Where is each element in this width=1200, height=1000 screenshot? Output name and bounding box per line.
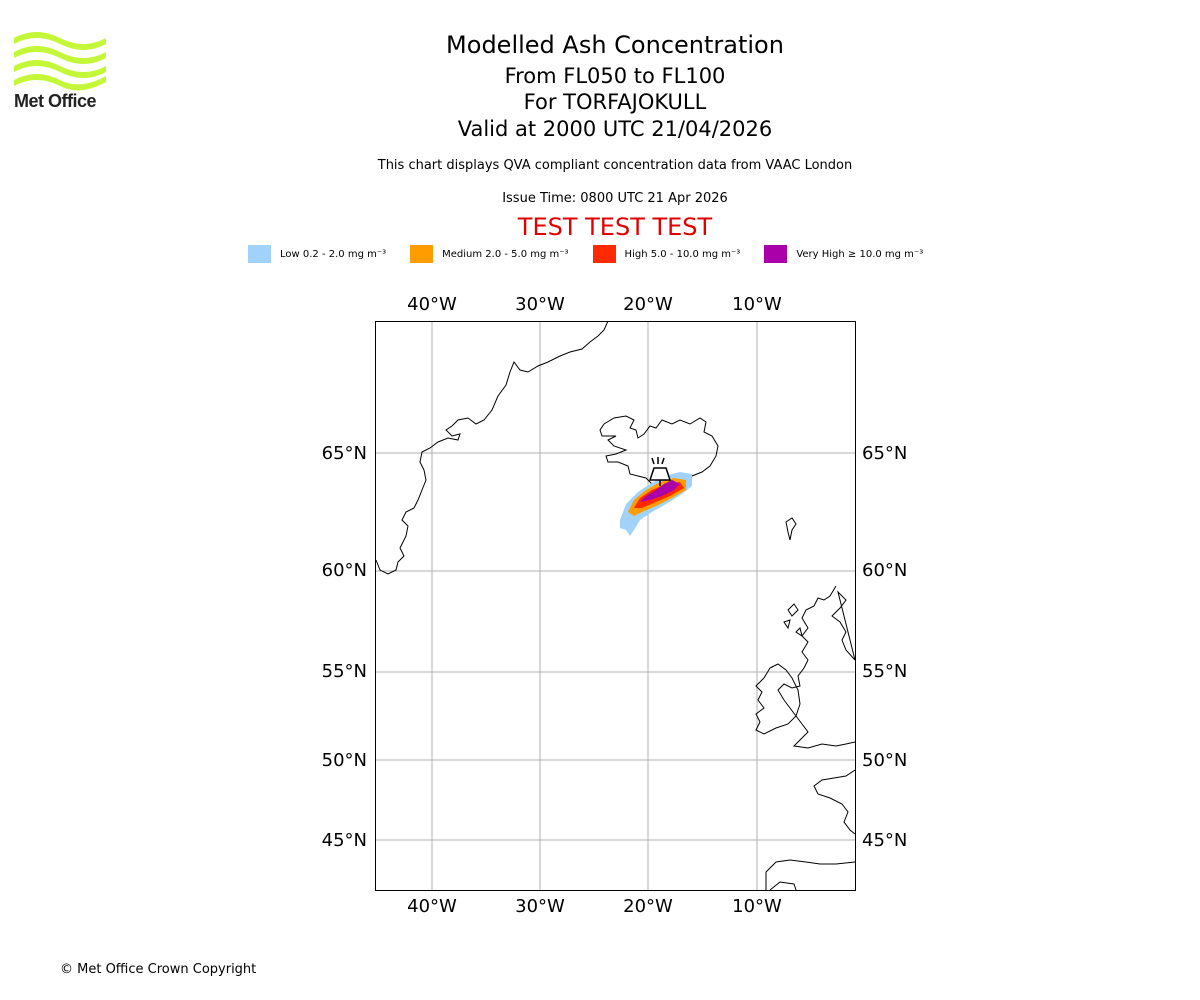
great-britain-east-coastline — [831, 590, 855, 661]
lon-tick-bottom-10w: 10°W — [732, 896, 782, 917]
ash-very-high-region — [640, 480, 680, 502]
legend-item-very-high: Very High ≥ 10.0 mg m⁻³ — [764, 245, 923, 263]
lon-tick-top-40w: 40°W — [407, 294, 457, 315]
iberia-coastline — [765, 859, 855, 890]
lat-tick-right-50n: 50°N — [862, 750, 907, 771]
iberia-south-coastline — [769, 881, 797, 890]
lon-tick-top-20w: 20°W — [623, 294, 673, 315]
lon-tick-top-30w: 30°W — [515, 294, 565, 315]
legend-swatch-high — [592, 245, 616, 263]
legend-label-low: Low 0.2 - 2.0 mg m⁻³ — [280, 248, 387, 260]
legend-swatch-medium — [410, 245, 434, 263]
ireland-coastline — [755, 663, 801, 735]
issue-time: Issue Time: 0800 UTC 21 Apr 2026 — [502, 191, 728, 206]
legend-swatch-low — [248, 245, 271, 263]
concentration-legend: Low 0.2 - 2.0 mg m⁻³ Medium 2.0 - 5.0 mg… — [248, 244, 947, 264]
lat-tick-left-60n: 60°N — [322, 560, 367, 581]
valid-time: Valid at 2000 UTC 21/04/2026 — [457, 117, 773, 141]
volcano-name: For TORFAJOKULL — [523, 90, 707, 114]
legend-item-low: Low 0.2 - 2.0 mg m⁻³ — [248, 245, 386, 263]
chart-title: Modelled Ash Concentration — [446, 31, 784, 59]
legend-label-medium: Medium 2.0 - 5.0 mg m⁻³ — [442, 248, 569, 260]
lat-tick-left-50n: 50°N — [322, 750, 367, 771]
lat-tick-right-60n: 60°N — [862, 560, 907, 581]
graticule — [375, 321, 855, 890]
legend-swatch-very-high — [764, 245, 788, 263]
iceland-coastline — [599, 415, 719, 487]
volcano-icon — [648, 457, 672, 486]
copyright-notice: © Met Office Crown Copyright — [60, 962, 257, 977]
legend-item-medium: Medium 2.0 - 5.0 mg m⁻³ — [410, 245, 569, 263]
ash-cloud — [620, 472, 692, 536]
lat-tick-right-55n: 55°N — [862, 661, 907, 682]
lat-tick-right-45n: 45°N — [862, 830, 907, 851]
lon-tick-top-10w: 10°W — [732, 294, 782, 315]
lon-tick-bottom-30w: 30°W — [515, 896, 565, 917]
legend-label-high: High 5.0 - 10.0 mg m⁻³ — [624, 248, 741, 260]
legend-item-high: High 5.0 - 10.0 mg m⁻³ — [592, 245, 741, 263]
compliance-note: This chart displays QVA compliant concen… — [377, 158, 853, 173]
legend-label-very-high: Very High ≥ 10.0 mg m⁻³ — [796, 248, 924, 260]
lat-tick-left-65n: 65°N — [322, 443, 367, 464]
flight-level-range: From FL050 to FL100 — [504, 64, 726, 88]
great-britain-coastline — [777, 585, 855, 749]
lon-tick-bottom-20w: 20°W — [623, 896, 673, 917]
lat-tick-left-55n: 55°N — [322, 661, 367, 682]
met-office-logo — [14, 32, 106, 91]
lon-tick-bottom-40w: 40°W — [407, 896, 457, 917]
hebrides-coastline — [783, 603, 803, 638]
map-frame — [375, 321, 856, 891]
lat-tick-left-45n: 45°N — [322, 830, 367, 851]
lat-tick-right-65n: 65°N — [862, 443, 907, 464]
met-office-wordmark: Met Office — [14, 91, 97, 111]
faroe-islands-coastline — [785, 517, 797, 541]
france-coastline — [813, 769, 855, 835]
test-banner: TEST TEST TEST — [517, 213, 713, 241]
greenland-coastline — [375, 321, 609, 575]
